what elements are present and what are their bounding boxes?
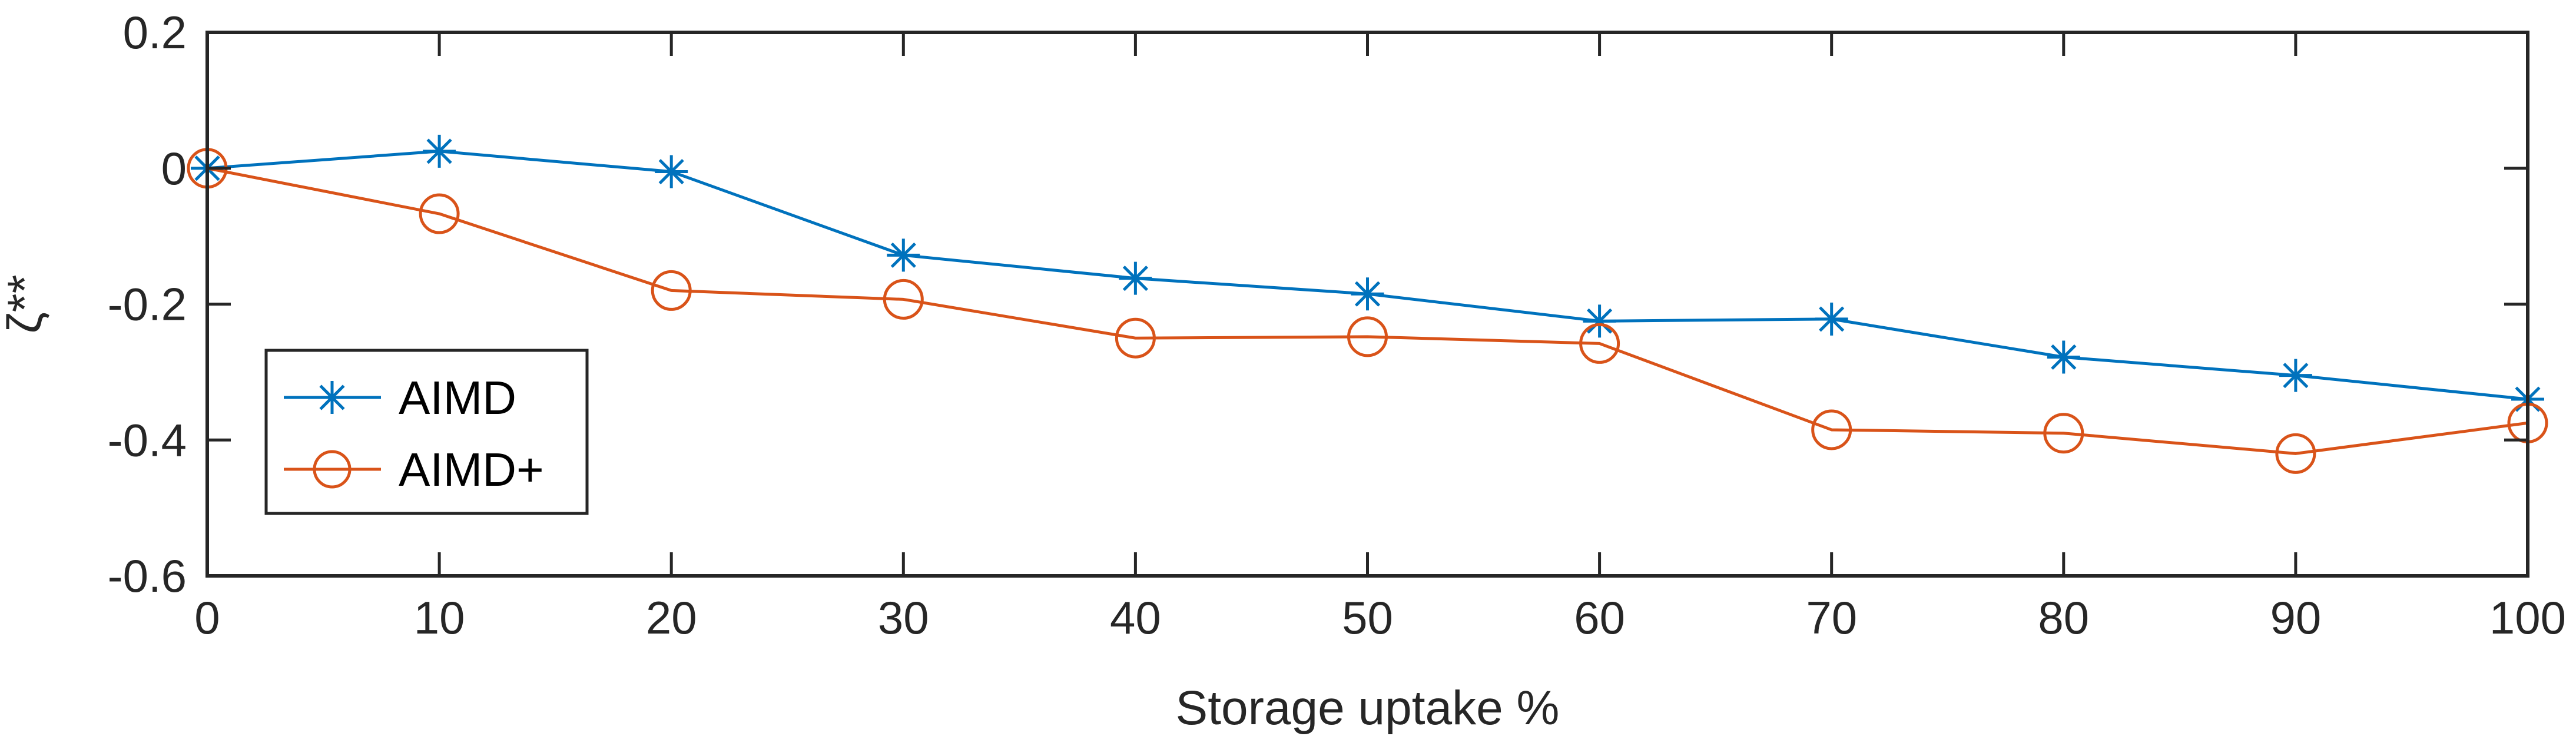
data-point	[2279, 359, 2312, 392]
x-tick-label: 70	[1806, 592, 1857, 644]
y-axis-title: ζ**	[0, 275, 52, 334]
x-tick-label: 40	[1110, 592, 1161, 644]
data-point	[419, 193, 460, 234]
x-tick-label: 60	[1574, 592, 1625, 644]
marker-stroke	[658, 158, 684, 185]
data-point	[1347, 316, 1388, 357]
legend-label: AIMD+	[399, 443, 544, 496]
legend-box	[264, 349, 589, 515]
marker-stroke	[319, 384, 345, 410]
y-tick-label: -0.4	[108, 414, 187, 466]
data-point	[883, 279, 924, 320]
data-point	[1811, 409, 1852, 450]
legend-item: AIMD	[284, 372, 516, 424]
series-aimd	[191, 134, 2544, 416]
data-point	[1115, 317, 1156, 359]
ticks-layer: 0 10 20 30 40 50 60 70 80 90 100 0.2 0 -0.2 -0.4 -0.6	[108, 6, 2566, 644]
data-point	[655, 155, 688, 188]
data-point	[651, 270, 692, 311]
marker-stroke	[890, 242, 916, 268]
data-point	[2043, 413, 2084, 454]
x-tick-label: 50	[1342, 592, 1393, 644]
series-line	[207, 167, 2528, 455]
data-point	[1583, 304, 1616, 338]
marker-stroke	[2051, 344, 2077, 370]
marker-stroke	[2283, 363, 2309, 389]
x-tick-label: 100	[2489, 592, 2566, 644]
data-point	[1815, 302, 1848, 336]
legend-swatch-marker	[316, 381, 349, 414]
x-tick-label: 80	[2038, 592, 2089, 644]
marker-stroke	[1819, 306, 1845, 332]
y-tick-label: 0	[161, 142, 187, 194]
y-tick-label: 0.2	[123, 6, 187, 58]
legend-item: AIMD+	[284, 443, 544, 496]
legend-swatch-marker	[313, 450, 352, 489]
data-point	[1351, 277, 1384, 311]
x-tick-label: 30	[878, 592, 929, 644]
data-point	[1579, 323, 1620, 364]
marker-stroke	[1354, 281, 1381, 307]
marker-stroke	[1587, 308, 1613, 334]
marker-stroke	[1122, 266, 1148, 291]
marker-stroke	[426, 138, 452, 164]
x-axis-title: Storage uptake %	[1176, 681, 1560, 735]
x-tick-label: 90	[2270, 592, 2322, 644]
series-layer	[187, 134, 2548, 474]
data-point	[1119, 261, 1152, 295]
x-tick-label: 10	[414, 592, 465, 644]
data-point	[2047, 340, 2080, 374]
y-tick-label: -0.2	[108, 279, 187, 330]
y-tick-label: -0.6	[108, 550, 187, 602]
legend-label: AIMD	[399, 372, 516, 424]
legend: AIMD AIMD+	[264, 349, 589, 515]
data-point	[2275, 433, 2316, 474]
data-point	[423, 134, 456, 168]
x-tick-label: 20	[646, 592, 697, 644]
x-tick-label: 0	[194, 592, 220, 644]
data-point	[887, 238, 920, 272]
